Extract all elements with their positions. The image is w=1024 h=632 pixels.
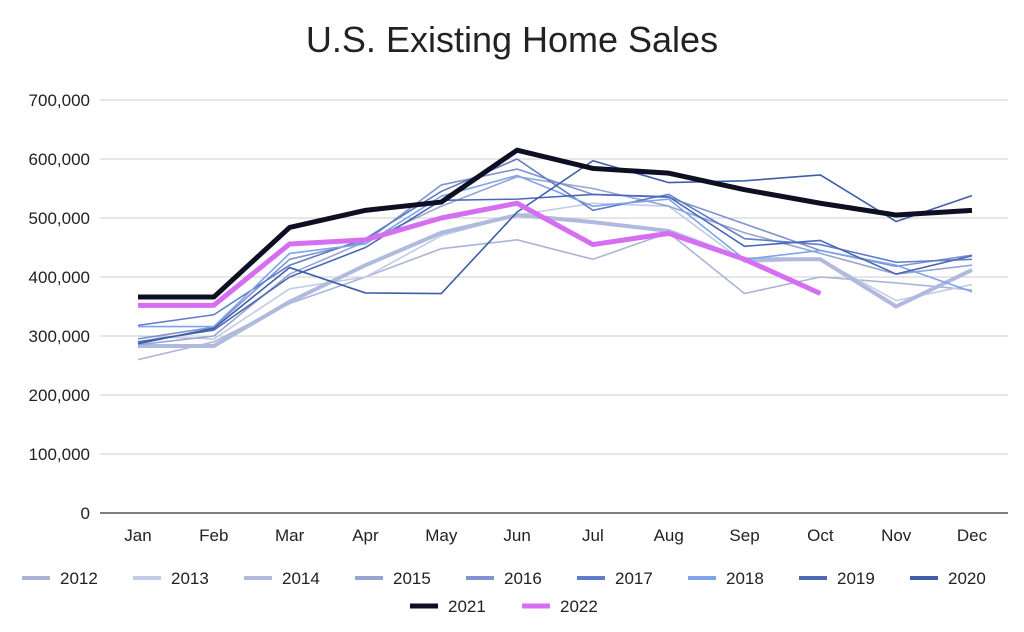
series-line-2020 <box>137 159 973 345</box>
series-line-2015 <box>137 175 973 346</box>
y-tick-label: 300,000 <box>29 327 90 346</box>
x-tick-label: Sep <box>729 526 759 545</box>
legend-label: 2020 <box>948 569 986 588</box>
x-tick-label: Mar <box>275 526 305 545</box>
legend-label: 2014 <box>282 569 320 588</box>
legend-label: 2019 <box>837 569 875 588</box>
legend-label: 2016 <box>504 569 542 588</box>
x-tick-label: Jun <box>503 526 530 545</box>
legend-label: 2012 <box>60 569 98 588</box>
legend-label: 2018 <box>726 569 764 588</box>
x-tick-label: Apr <box>352 526 379 545</box>
legend-label: 2017 <box>615 569 653 588</box>
legend-label: 2021 <box>448 597 486 616</box>
y-tick-label: 700,000 <box>29 91 90 110</box>
x-tick-label: Nov <box>881 526 912 545</box>
legend-label: 2015 <box>393 569 431 588</box>
series-line-2017 <box>137 158 973 327</box>
series-line-2022 <box>138 200 822 308</box>
chart-title: U.S. Existing Home Sales <box>306 19 718 60</box>
x-tick-label: May <box>425 526 458 545</box>
series-line-2018 <box>138 174 973 328</box>
legend-label: 2022 <box>560 597 598 616</box>
y-tick-label: 0 <box>81 504 90 523</box>
x-tick-label: Dec <box>957 526 988 545</box>
series-line-2021 <box>138 147 973 300</box>
y-tick-label: 200,000 <box>29 386 90 405</box>
x-tick-label: Jul <box>582 526 604 545</box>
series-line-2019 <box>137 193 973 343</box>
x-tick-label: Aug <box>654 526 684 545</box>
y-tick-label: 400,000 <box>29 268 90 287</box>
x-tick-label: Oct <box>807 526 834 545</box>
series-line-2014 <box>138 213 973 349</box>
x-tick-label: Jan <box>124 526 151 545</box>
legend-label: 2013 <box>171 569 209 588</box>
y-tick-label: 100,000 <box>29 445 90 464</box>
y-tick-label: 600,000 <box>29 150 90 169</box>
y-tick-label: 500,000 <box>29 209 90 228</box>
x-tick-label: Feb <box>199 526 228 545</box>
